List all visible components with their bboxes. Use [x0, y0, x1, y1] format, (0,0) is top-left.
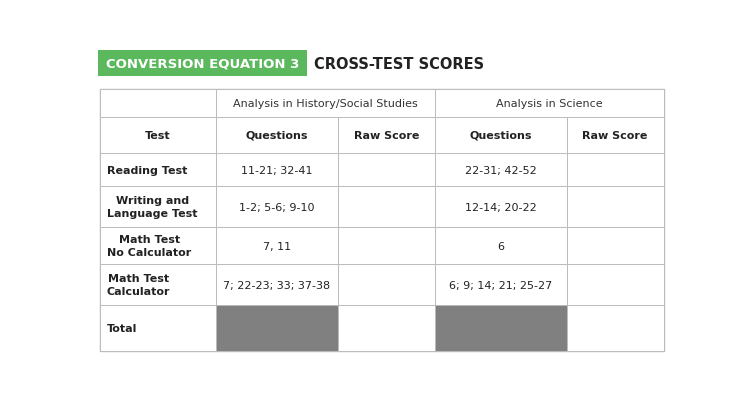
Text: 7; 22-23; 33; 37-38: 7; 22-23; 33; 37-38 [224, 280, 331, 290]
Text: Reading Test: Reading Test [107, 165, 187, 175]
Bar [216, 227, 338, 265]
Bar [216, 117, 338, 154]
Bar [338, 154, 435, 187]
Bar [338, 187, 435, 227]
Text: Writing and
Language Test: Writing and Language Test [107, 196, 197, 218]
Bar [338, 265, 435, 305]
Text: CONVERSION EQUATION 3: CONVERSION EQUATION 3 [106, 57, 299, 70]
Text: 22-31; 42-52: 22-31; 42-52 [465, 165, 536, 175]
Text: Analysis in History/Social Studies: Analysis in History/Social Studies [233, 99, 418, 109]
Bar [566, 227, 664, 265]
Bar [216, 305, 338, 351]
Bar [216, 265, 338, 305]
Bar [435, 227, 566, 265]
Bar [435, 154, 566, 187]
Text: Test: Test [145, 131, 171, 141]
Bar [435, 90, 664, 117]
Text: Questions: Questions [469, 131, 532, 141]
Bar [435, 265, 566, 305]
Bar [216, 154, 338, 187]
Bar [435, 117, 566, 154]
Bar [100, 227, 216, 265]
Bar [216, 90, 435, 117]
Text: Total: Total [107, 323, 137, 333]
Bar [100, 90, 216, 117]
Text: 6: 6 [497, 241, 504, 251]
Text: 12-14; 20-22: 12-14; 20-22 [465, 202, 536, 212]
Text: 1-2; 5-6; 9-10: 1-2; 5-6; 9-10 [239, 202, 314, 212]
Text: Math Test
No Calculator: Math Test No Calculator [107, 235, 191, 257]
Bar [100, 187, 216, 227]
Text: Raw Score: Raw Score [583, 131, 647, 141]
Bar [566, 265, 664, 305]
Bar [100, 265, 216, 305]
Text: Questions: Questions [246, 131, 308, 141]
Text: 6; 9; 14; 21; 25-27: 6; 9; 14; 21; 25-27 [449, 280, 552, 290]
Text: Analysis in Science: Analysis in Science [496, 99, 603, 109]
Bar [566, 117, 664, 154]
Bar [338, 117, 435, 154]
Bar [566, 187, 664, 227]
Bar [100, 90, 664, 351]
Text: 11-21; 32-41: 11-21; 32-41 [241, 165, 313, 175]
Text: 7, 11: 7, 11 [263, 241, 291, 251]
Text: Math Test
Calculator: Math Test Calculator [107, 273, 171, 296]
Bar [435, 305, 566, 351]
Bar [338, 305, 435, 351]
Bar [216, 187, 338, 227]
Bar [435, 187, 566, 227]
Bar [100, 154, 216, 187]
Text: CROSS-TEST SCORES: CROSS-TEST SCORES [314, 57, 484, 71]
Bar [100, 117, 216, 154]
Bar [98, 51, 307, 77]
Text: Raw Score: Raw Score [354, 131, 419, 141]
Bar [566, 154, 664, 187]
Bar [566, 305, 664, 351]
Bar [100, 305, 216, 351]
Bar [338, 227, 435, 265]
